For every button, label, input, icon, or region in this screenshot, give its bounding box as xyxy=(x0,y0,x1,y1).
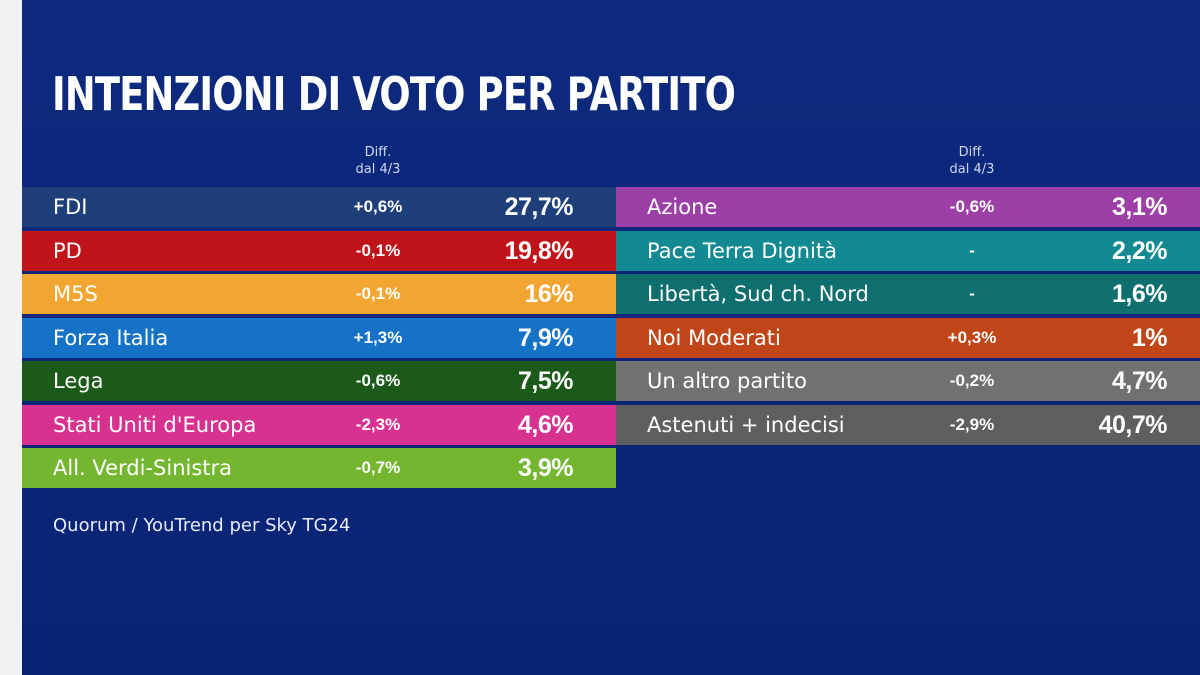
party-name: Lega xyxy=(53,369,104,393)
party-percentage: 3,9% xyxy=(518,454,573,482)
party-name: M5S xyxy=(53,282,98,306)
source-credit: Quorum / YouTrend per Sky TG24 xyxy=(53,515,351,536)
party-diff: +0,6% xyxy=(353,197,403,216)
party-name: Noi Moderati xyxy=(647,325,781,350)
party-diff: -0,6% xyxy=(949,197,995,216)
party-name: Astenuti + indecisi xyxy=(647,412,845,437)
diff-header-line1: Diff. xyxy=(958,145,986,160)
party-diff: -2,9% xyxy=(949,414,995,434)
party-percentage: 16% xyxy=(524,280,573,308)
party-row: Lega -0,6% 7,5% xyxy=(22,361,616,401)
party-row: Libertà, Sud ch. Nord - 1,6% xyxy=(616,274,1200,314)
party-row: Azione -0,6% 3,1% xyxy=(616,187,1200,227)
left-party-table: FDI +0,6% 27,7% PD -0,1% 19,8% M5S -0,1% 16% Forz… xyxy=(22,187,616,492)
party-diff: +1,3% xyxy=(353,327,403,347)
party-percentage: 7,5% xyxy=(518,367,573,395)
party-percentage: 3,1% xyxy=(1112,193,1167,221)
diff-header-line1: Diff. xyxy=(364,145,392,160)
poll-panel: INTENZIONI DI VOTO PER PARTITO Diff. dal… xyxy=(22,0,1200,675)
party-row: Un altro partito -0,2% 4,7% xyxy=(616,361,1200,401)
party-row: All. Verdi-Sinistra -0,7% 3,9% xyxy=(22,448,616,488)
party-name: Stati Uniti d'Europa xyxy=(53,412,257,437)
party-percentage: 4,7% xyxy=(1112,367,1167,395)
party-row: Stati Uniti d'Europa -2,3% 4,6% xyxy=(22,404,616,445)
party-name: Pace Terra Dignità xyxy=(647,238,837,263)
right-party-table: Azione -0,6% 3,1% Pace Terra Dignità - 2,2% Li… xyxy=(616,187,1200,448)
party-diff: -0,1% xyxy=(355,240,401,260)
party-diff: -2,3% xyxy=(355,414,401,434)
party-row: PD -0,1% 19,8% xyxy=(22,230,616,271)
party-row: Noi Moderati +0,3% 1% xyxy=(616,317,1200,358)
chart-title: INTENZIONI DI VOTO PER PARTITO xyxy=(52,67,736,121)
party-name: FDI xyxy=(53,195,88,219)
party-diff: -0,7% xyxy=(355,458,401,477)
party-name: Azione xyxy=(647,195,718,219)
party-name: PD xyxy=(53,238,82,263)
party-percentage: 1% xyxy=(1131,323,1168,352)
diff-header-line2: dal 4/3 xyxy=(949,162,995,177)
party-diff: - xyxy=(969,240,975,260)
party-diff: - xyxy=(969,284,975,303)
party-percentage: 27,7% xyxy=(504,193,574,221)
party-row: Pace Terra Dignità - 2,2% xyxy=(616,230,1200,271)
party-percentage: 40,7% xyxy=(1098,410,1168,439)
diff-header-left: Diff. dal 4/3 xyxy=(333,144,423,178)
diff-header-right: Diff. dal 4/3 xyxy=(927,144,1017,178)
party-name: Libertà, Sud ch. Nord xyxy=(647,282,869,306)
party-percentage: 1,6% xyxy=(1112,280,1167,308)
party-diff: +0,3% xyxy=(947,327,997,347)
party-name: All. Verdi-Sinistra xyxy=(53,456,233,480)
party-name: Forza Italia xyxy=(53,325,169,350)
party-row: M5S -0,1% 16% xyxy=(22,274,616,314)
party-diff: -0,1% xyxy=(355,284,401,303)
party-name: Un altro partito xyxy=(647,369,807,393)
party-diff: -0,2% xyxy=(949,371,995,390)
party-row: FDI +0,6% 27,7% xyxy=(22,187,616,227)
party-diff: -0,6% xyxy=(355,371,401,390)
party-percentage: 19,8% xyxy=(504,236,574,265)
party-percentage: 7,9% xyxy=(518,323,573,352)
party-percentage: 4,6% xyxy=(518,410,573,439)
diff-header-line2: dal 4/3 xyxy=(355,162,401,177)
party-row: Forza Italia +1,3% 7,9% xyxy=(22,317,616,358)
party-percentage: 2,2% xyxy=(1112,236,1167,265)
party-row: Astenuti + indecisi -2,9% 40,7% xyxy=(616,404,1200,445)
